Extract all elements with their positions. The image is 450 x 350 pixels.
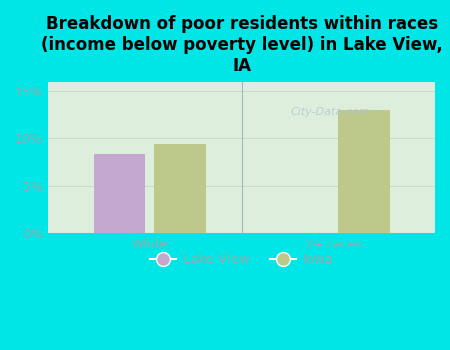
Bar <box>154 144 206 233</box>
Bar <box>338 110 390 233</box>
Bar <box>94 154 145 233</box>
Text: City-Data.com: City-Data.com <box>291 107 370 117</box>
Title: Breakdown of poor residents within races
(income below poverty level) in Lake Vi: Breakdown of poor residents within races… <box>41 15 443 75</box>
Legend: Lake View, Iowa: Lake View, Iowa <box>145 248 339 272</box>
